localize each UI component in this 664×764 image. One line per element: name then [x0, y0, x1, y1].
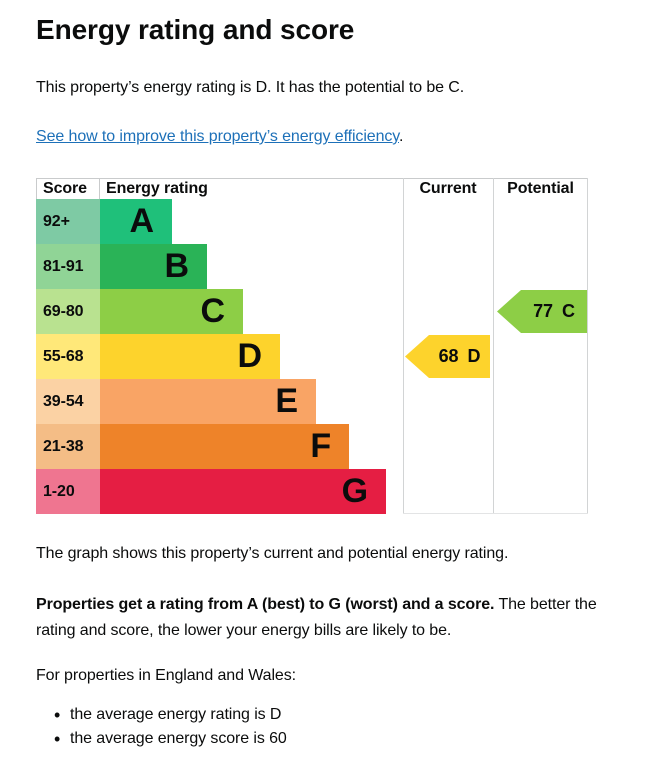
- intro-text: This property’s energy rating is D. It h…: [36, 79, 465, 96]
- bar-cell: B: [100, 244, 588, 289]
- potential-column-left-rule: [493, 178, 494, 514]
- header-energy-rating: Energy rating: [106, 180, 208, 197]
- table-bottom-rule: [403, 513, 588, 514]
- band-letter-d: D: [237, 337, 263, 375]
- rating-bar-f: F: [100, 424, 349, 469]
- band-letter-f: F: [310, 427, 331, 465]
- bar-cell: D: [100, 334, 588, 379]
- band-row-c: 69-80 C: [36, 289, 588, 334]
- band-letter-b: B: [164, 247, 190, 285]
- table-right-rule: [587, 178, 588, 514]
- current-column-left-rule: [403, 178, 404, 514]
- improve-efficiency-link[interactable]: See how to improve this property’s energ…: [36, 128, 399, 145]
- header-potential: Potential: [507, 180, 574, 197]
- bar-cell: F: [100, 424, 588, 469]
- score-range-e: 39-54: [36, 379, 100, 424]
- score-range-f: 21-38: [36, 424, 100, 469]
- bar-cell: A: [100, 199, 588, 244]
- rating-bar-a: A: [100, 199, 172, 244]
- band-row-b: 81-91 B: [36, 244, 588, 289]
- list-item: the average energy score is 60: [36, 727, 287, 751]
- header-score: Score: [36, 179, 100, 199]
- current-rating-letter: D: [467, 346, 481, 366]
- potential-score: 77: [533, 301, 553, 321]
- bar-cell: E: [100, 379, 588, 424]
- score-range-a: 92+: [36, 199, 100, 244]
- rating-bar-b: B: [100, 244, 207, 289]
- band-letter-e: E: [275, 382, 298, 420]
- band-row-d: 55-68 D: [36, 334, 588, 379]
- chart-header-row: Score Energy rating Current Potential: [36, 178, 588, 199]
- rating-explanation: Properties get a rating from A (best) to…: [36, 592, 610, 644]
- band-letter-g: G: [341, 472, 368, 510]
- rating-bar-g: G: [100, 469, 386, 514]
- bar-cell: C: [100, 289, 588, 334]
- band-row-a: 92+ A: [36, 199, 588, 244]
- score-range-c: 69-80: [36, 289, 100, 334]
- rating-bar-e: E: [100, 379, 316, 424]
- band-letter-c: C: [200, 292, 226, 330]
- rating-explanation-rest: The better the rating and score, the low…: [36, 596, 597, 639]
- header-current: Current: [419, 180, 477, 197]
- averages-list: the average energy rating is D the avera…: [36, 703, 287, 751]
- energy-rating-chart: Score Energy rating Current Potential 92…: [36, 178, 588, 514]
- score-range-g: 1-20: [36, 469, 100, 514]
- chart-caption: The graph shows this property’s current …: [36, 545, 509, 562]
- score-range-d: 55-68: [36, 334, 100, 379]
- band-letter-a: A: [129, 202, 155, 240]
- rating-bar-d: D: [100, 334, 280, 379]
- improve-link-line: See how to improve this property’s energ…: [36, 128, 403, 146]
- current-score: 68: [438, 346, 459, 366]
- band-rows: 92+ A 81-91 B 69-80 C 55-68 D 39-54 E 21-38 F 1-20 G: [36, 199, 588, 514]
- list-item: the average energy rating is D: [36, 703, 287, 727]
- potential-rating-letter: C: [561, 301, 575, 321]
- band-row-f: 21-38 F: [36, 424, 588, 469]
- score-range-b: 81-91: [36, 244, 100, 289]
- rating-explanation-bold: Properties get a rating from A (best) to…: [36, 596, 495, 613]
- link-suffix: .: [399, 128, 404, 145]
- rating-bar-c: C: [100, 289, 243, 334]
- band-row-e: 39-54 E: [36, 379, 588, 424]
- bar-cell: G: [100, 469, 588, 514]
- list-intro: For properties in England and Wales:: [36, 667, 296, 684]
- band-row-g: 1-20 G: [36, 469, 588, 514]
- page-title: Energy rating and score: [36, 14, 355, 45]
